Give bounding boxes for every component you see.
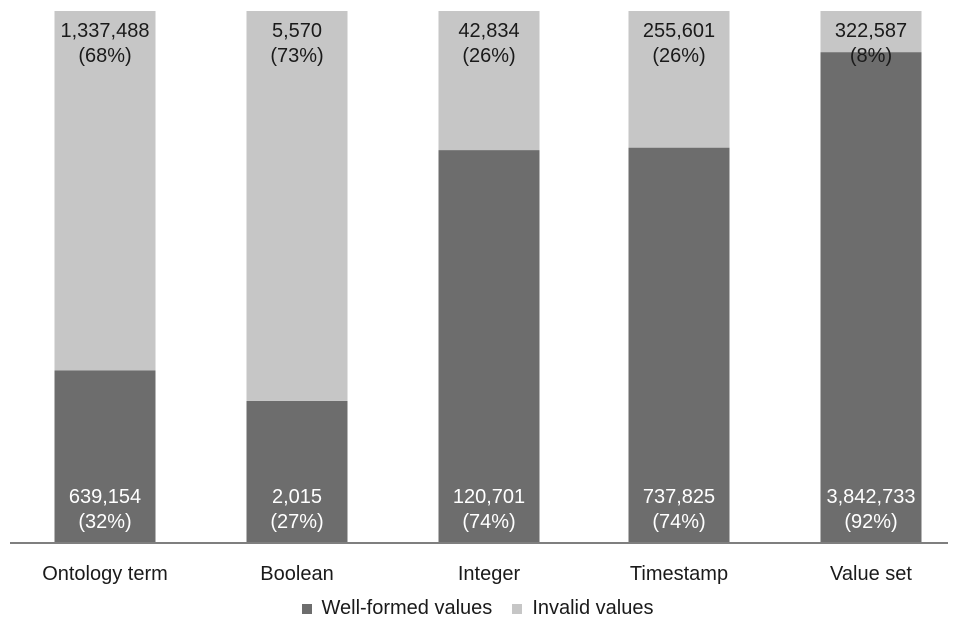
data-label-invalid-percent-1: (73%) [270,45,323,67]
x-tick-label-0: Ontology term [42,563,168,585]
x-axis: Ontology term Boolean Integer Timestamp Valu… [10,542,948,585]
data-label-invalid-value-4: 322,587 [835,20,907,42]
bar-segment-well-formed-3 [628,147,730,542]
legend-label-well-formed: Well-formed values [321,597,493,619]
data-label-invalid-value-3: 255,601 [643,20,715,42]
x-tick-label-1: Boolean [260,563,333,585]
bar-segment-well-formed-0 [54,370,156,542]
bar-segment-invalid-3 [628,11,730,148]
bar-segment-invalid-2 [438,11,540,151]
data-label-well-formed-value-3: 737,825 [643,486,715,508]
data-label-well-formed-percent-0: (32%) [78,511,131,533]
bar-segment-invalid-4 [820,11,922,53]
bar-segment-well-formed-4 [820,52,922,542]
data-label-invalid-percent-3: (26%) [652,45,705,67]
data-label-well-formed-percent-2: (74%) [462,511,515,533]
data-label-well-formed-value-2: 120,701 [453,486,525,508]
data-label-invalid-value-2: 42,834 [458,20,519,42]
bar-segment-well-formed-2 [438,150,540,542]
data-label-well-formed-value-4: 3,842,733 [827,486,916,508]
data-label-well-formed-value-0: 639,154 [69,486,141,508]
legend-item-invalid: Invalid values [512,597,654,620]
bars-layer [54,11,922,542]
legend-item-well-formed: Well-formed values [301,597,493,620]
legend-label-invalid: Invalid values [532,597,654,619]
data-label-well-formed-percent-1: (27%) [270,511,323,533]
data-label-invalid-value-1: 5,570 [272,20,322,42]
x-tick-label-4: Value set [830,563,912,585]
data-label-invalid-value-0: 1,337,488 [61,20,150,42]
data-label-well-formed-percent-4: (92%) [844,511,897,533]
bar-segment-well-formed-1 [246,400,348,542]
legend-swatch-invalid [512,603,523,614]
data-label-invalid-percent-2: (26%) [462,45,515,67]
legend-swatch-well-formed [301,603,312,614]
x-tick-label-2: Integer [458,563,521,585]
data-label-invalid-percent-0: (68%) [78,45,131,67]
data-label-well-formed-percent-3: (74%) [652,511,705,533]
data-label-invalid-percent-4: (8%) [850,45,892,67]
x-tick-label-3: Timestamp [630,563,728,585]
legend: Well-formed values Invalid values [0,597,955,620]
data-label-well-formed-value-1: 2,015 [272,486,322,508]
bar-segment-invalid-0 [54,11,156,371]
bar-segment-invalid-1 [246,11,348,401]
data-labels-layer: 639,154 (32%) 1,337,488 (68%) 2,015 (27%) 5,57… [61,20,916,533]
